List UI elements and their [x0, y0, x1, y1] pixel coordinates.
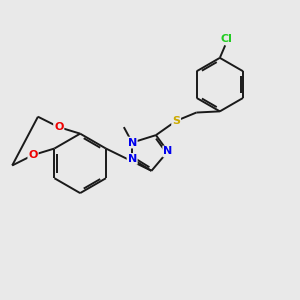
Text: O: O [28, 150, 38, 160]
Text: S: S [172, 116, 180, 126]
Text: O: O [54, 122, 63, 132]
Text: N: N [128, 138, 137, 148]
Text: N: N [163, 146, 172, 157]
Text: Cl: Cl [221, 34, 232, 44]
Text: N: N [128, 154, 137, 164]
